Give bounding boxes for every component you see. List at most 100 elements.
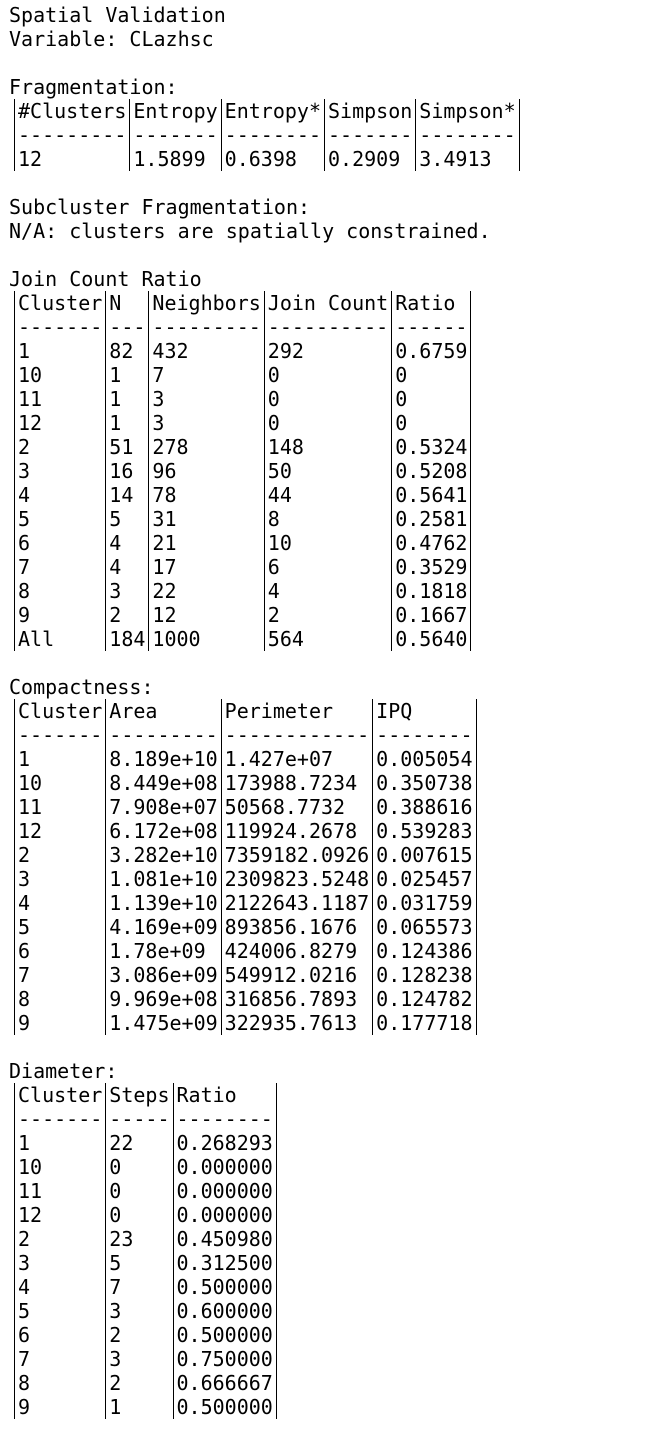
table-row: 10 1 7 0 0 (13, 363, 472, 387)
table-cell: 0.268293 (172, 1131, 277, 1155)
table-cell: 0.5324 (391, 435, 472, 459)
header-row: Cluster Area Perimeter IPQ (13, 699, 477, 723)
table-cell: 0.025457 (372, 867, 477, 891)
table-row: 7 4 17 6 0.3529 (13, 555, 472, 579)
table-cell: 8 (263, 507, 393, 531)
table-cell: 119924.2678 (220, 819, 374, 843)
table-row: 8 3 22 4 0.1818 (13, 579, 472, 603)
table-row: 12 6.172e+08 119924.2678 0.539283 (13, 819, 477, 843)
table-cell: 5 (13, 1299, 107, 1323)
table-cell: 50 (263, 459, 393, 483)
table-cell: 0.750000 (172, 1347, 277, 1371)
table-cell: 5 (13, 507, 107, 531)
table-row: 11 0 0.000000 (13, 1179, 277, 1203)
table-row: 6 4 21 10 0.4762 (13, 531, 472, 555)
table-cell: 6 (263, 555, 393, 579)
header-cell: Area (105, 699, 222, 723)
table-cell: 0.5640 (391, 627, 472, 651)
table-cell: 0.3529 (391, 555, 472, 579)
table-row: 9 1 0.500000 (13, 1395, 277, 1419)
table-cell: 3 (105, 1299, 174, 1323)
dash-row: --------- ------- -------- ------- -------- (13, 123, 520, 147)
dash-cell: -------- (372, 723, 477, 747)
dash-cell: -------- (172, 1107, 277, 1131)
table-row: 5 4.169e+09 893856.1676 0.065573 (13, 915, 477, 939)
header-cell: Neighbors (148, 291, 265, 315)
table-cell: 17 (148, 555, 265, 579)
table-cell: 44 (263, 483, 393, 507)
table-cell: 1 (13, 339, 107, 363)
table-cell: 8.189e+10 (105, 747, 222, 771)
table-cell: 11 (13, 387, 107, 411)
table-cell: 0.500000 (172, 1323, 277, 1347)
table-cell: 9 (13, 1011, 107, 1035)
table-row: 3 5 0.312500 (13, 1251, 277, 1275)
table-row: 6 2 0.500000 (13, 1323, 277, 1347)
table-cell: 3 (105, 579, 150, 603)
table-cell: 7 (13, 1347, 107, 1371)
table-row: 2 3.282e+10 7359182.0926 0.007615 (13, 843, 477, 867)
table-cell: 9.969e+08 (105, 987, 222, 1011)
table-cell: 14 (105, 483, 150, 507)
spacer (9, 651, 660, 675)
table-row: 4 7 0.500000 (13, 1275, 277, 1299)
subcluster-heading: Subcluster Fragmentation: (9, 195, 311, 219)
table-cell: 3 (148, 411, 265, 435)
header-cell: Join Count (263, 291, 393, 315)
table-cell: 10 (13, 363, 107, 387)
table-cell: 5 (13, 915, 107, 939)
table-row: 4 1.139e+10 2122643.1187 0.031759 (13, 891, 477, 915)
header-cell: Ratio (391, 291, 472, 315)
header-cell: N (105, 291, 150, 315)
dash-row: ------- --- --------- ---------- ------ (13, 315, 472, 339)
header-row: Cluster N Neighbors Join Count Ratio (13, 291, 472, 315)
table-row: 7 3.086e+09 549912.0216 0.128238 (13, 963, 477, 987)
table-row: 11 7.908e+07 50568.7732 0.388616 (13, 795, 477, 819)
header-cell: Simpson (323, 99, 417, 123)
table-cell: 3 (148, 387, 265, 411)
compactness-table: Cluster Area Perimeter IPQ ------- --------- -… (13, 699, 477, 1035)
table-cell: 322935.7613 (220, 1011, 374, 1035)
table-cell: 8 (13, 987, 107, 1011)
table-row: 1 8.189e+10 1.427e+07 0.005054 (13, 747, 477, 771)
table-cell: 6 (13, 531, 107, 555)
table-row: 2 51 278 148 0.5324 (13, 435, 472, 459)
table-cell: 7359182.0926 (220, 843, 374, 867)
table-cell: 12 (148, 603, 265, 627)
table-cell: 78 (148, 483, 265, 507)
table-cell: 4 (13, 483, 107, 507)
table-cell: 0.065573 (372, 915, 477, 939)
table-cell: 0.1818 (391, 579, 472, 603)
table-cell: 0.6759 (391, 339, 472, 363)
table-cell: 1.78e+09 (105, 939, 222, 963)
table-cell: 1 (105, 411, 150, 435)
table-cell: 10 (263, 531, 393, 555)
table-cell: 7 (105, 1275, 174, 1299)
diameter-table: Cluster Steps Ratio ------- ----- -------- 1 22… (13, 1083, 277, 1419)
table-cell: 1.427e+07 (220, 747, 374, 771)
dash-cell: ----- (105, 1107, 174, 1131)
header-cell: Ratio (172, 1083, 277, 1107)
table-cell: 6 (13, 939, 107, 963)
table-cell: 4 (13, 891, 107, 915)
table-cell: 22 (148, 579, 265, 603)
table-cell: 4 (263, 579, 393, 603)
table-row: 8 2 0.666667 (13, 1371, 277, 1395)
table-cell: 3.282e+10 (105, 843, 222, 867)
table-cell: 1 (105, 1395, 174, 1419)
table-cell: 173988.7234 (220, 771, 374, 795)
table-cell: 3.086e+09 (105, 963, 222, 987)
table-cell: 0 (105, 1203, 174, 1227)
dash-cell: ------- (129, 123, 222, 147)
table-row: 7 3 0.750000 (13, 1347, 277, 1371)
table-cell: 7.908e+07 (105, 795, 222, 819)
table-cell: 2 (105, 1323, 174, 1347)
table-cell: 8 (13, 1371, 107, 1395)
table-cell: 1.139e+10 (105, 891, 222, 915)
table-row: 1 22 0.268293 (13, 1131, 277, 1155)
table-cell: 6.172e+08 (105, 819, 222, 843)
table-row: 9 2 12 2 0.1667 (13, 603, 472, 627)
table-row: 2 23 0.450980 (13, 1227, 277, 1251)
table-cell: 23 (105, 1227, 174, 1251)
table-cell: 2 (105, 1371, 174, 1395)
